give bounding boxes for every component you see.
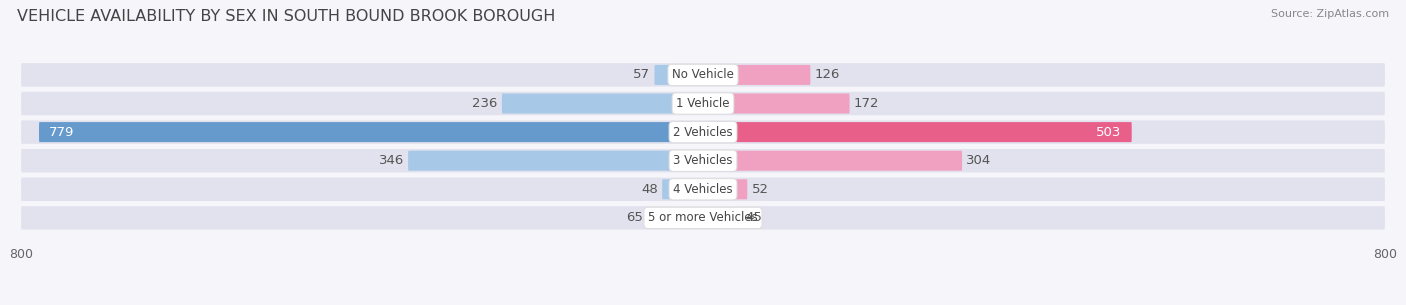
FancyBboxPatch shape — [648, 208, 703, 228]
Bar — [21, 204, 1385, 232]
Text: 346: 346 — [378, 154, 404, 167]
Text: 52: 52 — [752, 183, 769, 196]
Bar — [21, 90, 1385, 117]
Text: 1 Vehicle: 1 Vehicle — [676, 97, 730, 110]
Text: 779: 779 — [49, 126, 75, 138]
Bar — [21, 147, 1385, 174]
Text: 48: 48 — [641, 183, 658, 196]
Text: 65: 65 — [627, 211, 644, 224]
Text: 2 Vehicles: 2 Vehicles — [673, 126, 733, 138]
FancyBboxPatch shape — [703, 122, 1132, 142]
FancyBboxPatch shape — [21, 178, 1385, 201]
FancyBboxPatch shape — [703, 179, 748, 199]
Text: 236: 236 — [472, 97, 498, 110]
FancyBboxPatch shape — [21, 149, 1385, 172]
Text: No Vehicle: No Vehicle — [672, 68, 734, 81]
Bar — [21, 118, 1385, 146]
Bar — [21, 61, 1385, 89]
Bar — [21, 175, 1385, 203]
Text: 45: 45 — [745, 211, 762, 224]
FancyBboxPatch shape — [703, 65, 810, 85]
Text: 4 Vehicles: 4 Vehicles — [673, 183, 733, 196]
Text: Source: ZipAtlas.com: Source: ZipAtlas.com — [1271, 9, 1389, 19]
FancyBboxPatch shape — [408, 151, 703, 171]
FancyBboxPatch shape — [21, 120, 1385, 144]
Text: 172: 172 — [853, 97, 879, 110]
FancyBboxPatch shape — [654, 65, 703, 85]
FancyBboxPatch shape — [662, 179, 703, 199]
Text: 304: 304 — [966, 154, 991, 167]
FancyBboxPatch shape — [703, 208, 741, 228]
Text: VEHICLE AVAILABILITY BY SEX IN SOUTH BOUND BROOK BOROUGH: VEHICLE AVAILABILITY BY SEX IN SOUTH BOU… — [17, 9, 555, 24]
FancyBboxPatch shape — [502, 94, 703, 113]
Text: 126: 126 — [814, 68, 839, 81]
Text: 3 Vehicles: 3 Vehicles — [673, 154, 733, 167]
FancyBboxPatch shape — [703, 151, 962, 171]
FancyBboxPatch shape — [21, 92, 1385, 115]
Text: 57: 57 — [633, 68, 650, 81]
FancyBboxPatch shape — [703, 94, 849, 113]
Text: 503: 503 — [1097, 126, 1122, 138]
FancyBboxPatch shape — [21, 206, 1385, 230]
Text: 5 or more Vehicles: 5 or more Vehicles — [648, 211, 758, 224]
FancyBboxPatch shape — [21, 63, 1385, 87]
FancyBboxPatch shape — [39, 122, 703, 142]
